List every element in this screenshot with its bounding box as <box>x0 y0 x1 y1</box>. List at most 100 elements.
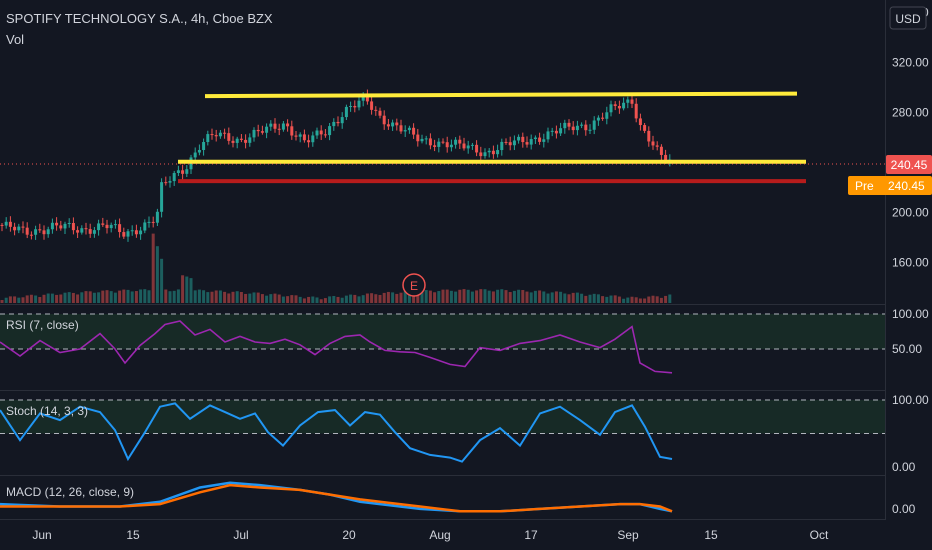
candle-body <box>554 130 558 134</box>
volume-bar <box>445 289 449 303</box>
candle-body <box>613 104 617 106</box>
candle-body <box>382 115 386 125</box>
candle-body <box>500 141 504 151</box>
candle-body <box>42 230 46 235</box>
volume-bar <box>319 299 323 303</box>
volume-bar <box>433 292 437 303</box>
volume-bar <box>420 290 424 303</box>
volume-bar <box>630 296 634 303</box>
candle-body <box>529 139 533 145</box>
volume-bar <box>92 292 96 303</box>
candle-body <box>197 149 201 153</box>
candle-body <box>365 94 369 102</box>
volume-bar <box>256 292 260 303</box>
volume-bar <box>126 289 130 303</box>
candle-body <box>475 144 479 153</box>
volume-bar <box>231 291 235 303</box>
volume-bar <box>391 292 395 303</box>
candle-body <box>185 169 189 174</box>
volume-bar <box>193 290 197 303</box>
candle-body <box>281 123 285 130</box>
volume-bar <box>118 290 122 303</box>
candle-body <box>449 144 453 148</box>
candle-body <box>479 152 483 157</box>
volume-bar <box>235 291 239 303</box>
candle-body <box>84 228 88 230</box>
volume-bar <box>244 293 248 303</box>
volume-bar <box>374 294 378 303</box>
candle-body <box>286 123 290 127</box>
candle-body <box>38 229 42 231</box>
volume-bar <box>214 290 218 303</box>
volume-bar <box>487 290 491 303</box>
volume-bar <box>538 290 542 303</box>
macd-signal-line <box>0 483 673 513</box>
volume-bar <box>63 292 67 303</box>
volume-bar <box>88 291 92 303</box>
candle-body <box>294 135 298 137</box>
candle-body <box>571 126 575 131</box>
candle-body <box>538 137 542 142</box>
volume-bar <box>521 290 525 303</box>
volume-bar <box>113 292 117 303</box>
volume-bar <box>412 292 416 303</box>
candle-body <box>466 145 470 149</box>
candle-body <box>290 126 294 136</box>
time-tick-label: Aug <box>429 528 450 542</box>
volume-bar <box>168 291 172 303</box>
candle-body <box>46 229 50 235</box>
volume-bar <box>176 289 180 303</box>
time-axis[interactable]: Jun 15 Jul 20 Aug 17 Sep 15 Oct <box>32 528 829 542</box>
candle-body <box>130 230 134 232</box>
last-price-tag <box>886 155 932 174</box>
candle-body <box>546 131 550 140</box>
candle-body <box>328 126 332 136</box>
candle-body <box>55 222 59 226</box>
level-resistance <box>204 91 798 99</box>
candle-body <box>525 142 529 145</box>
candle-body <box>260 131 264 133</box>
volume-bar <box>454 291 458 303</box>
candle-body <box>378 110 382 116</box>
candle-body <box>487 150 491 153</box>
candle-body <box>559 128 563 134</box>
candle-body <box>113 224 117 226</box>
candle-body <box>664 154 668 162</box>
horizontal-levels[interactable] <box>178 91 806 184</box>
earnings-marker[interactable] <box>402 273 426 297</box>
indicator-tick-label: 50.00 <box>892 342 922 356</box>
price-tick-label: 320.00 <box>892 55 929 69</box>
currency-label: USD <box>895 12 921 26</box>
candle-body <box>134 230 138 235</box>
volume-bar <box>382 292 386 303</box>
candle-body <box>147 221 151 223</box>
candle-body <box>386 124 390 127</box>
currency-badge[interactable] <box>889 6 927 30</box>
candle-body <box>596 117 600 121</box>
volume-bar <box>290 295 294 303</box>
candle-body <box>21 226 25 228</box>
candle-body <box>647 130 651 142</box>
volume-label: Vol <box>6 32 24 47</box>
volume-bar <box>71 292 75 303</box>
stoch-title: Stoch (14, 3, 3) <box>6 404 88 418</box>
volume-bar <box>29 294 33 303</box>
candle-body <box>542 139 546 142</box>
volume-bar <box>189 278 193 303</box>
volume-bar <box>181 275 185 303</box>
candle-body <box>210 134 214 136</box>
candle-body <box>50 222 54 230</box>
volume-bar <box>647 296 651 303</box>
candle-body <box>395 122 399 126</box>
time-tick-label: Jun <box>32 528 51 542</box>
volume-bar <box>542 291 546 303</box>
indicator-tick-label: 0.00 <box>892 460 916 474</box>
candle-body <box>181 170 185 174</box>
volume-bar <box>428 290 432 303</box>
time-tick-label: Sep <box>617 528 639 542</box>
candle-body <box>609 104 613 113</box>
volume-bar <box>592 293 596 303</box>
volume-bar <box>554 291 558 303</box>
candle-body <box>550 130 554 132</box>
